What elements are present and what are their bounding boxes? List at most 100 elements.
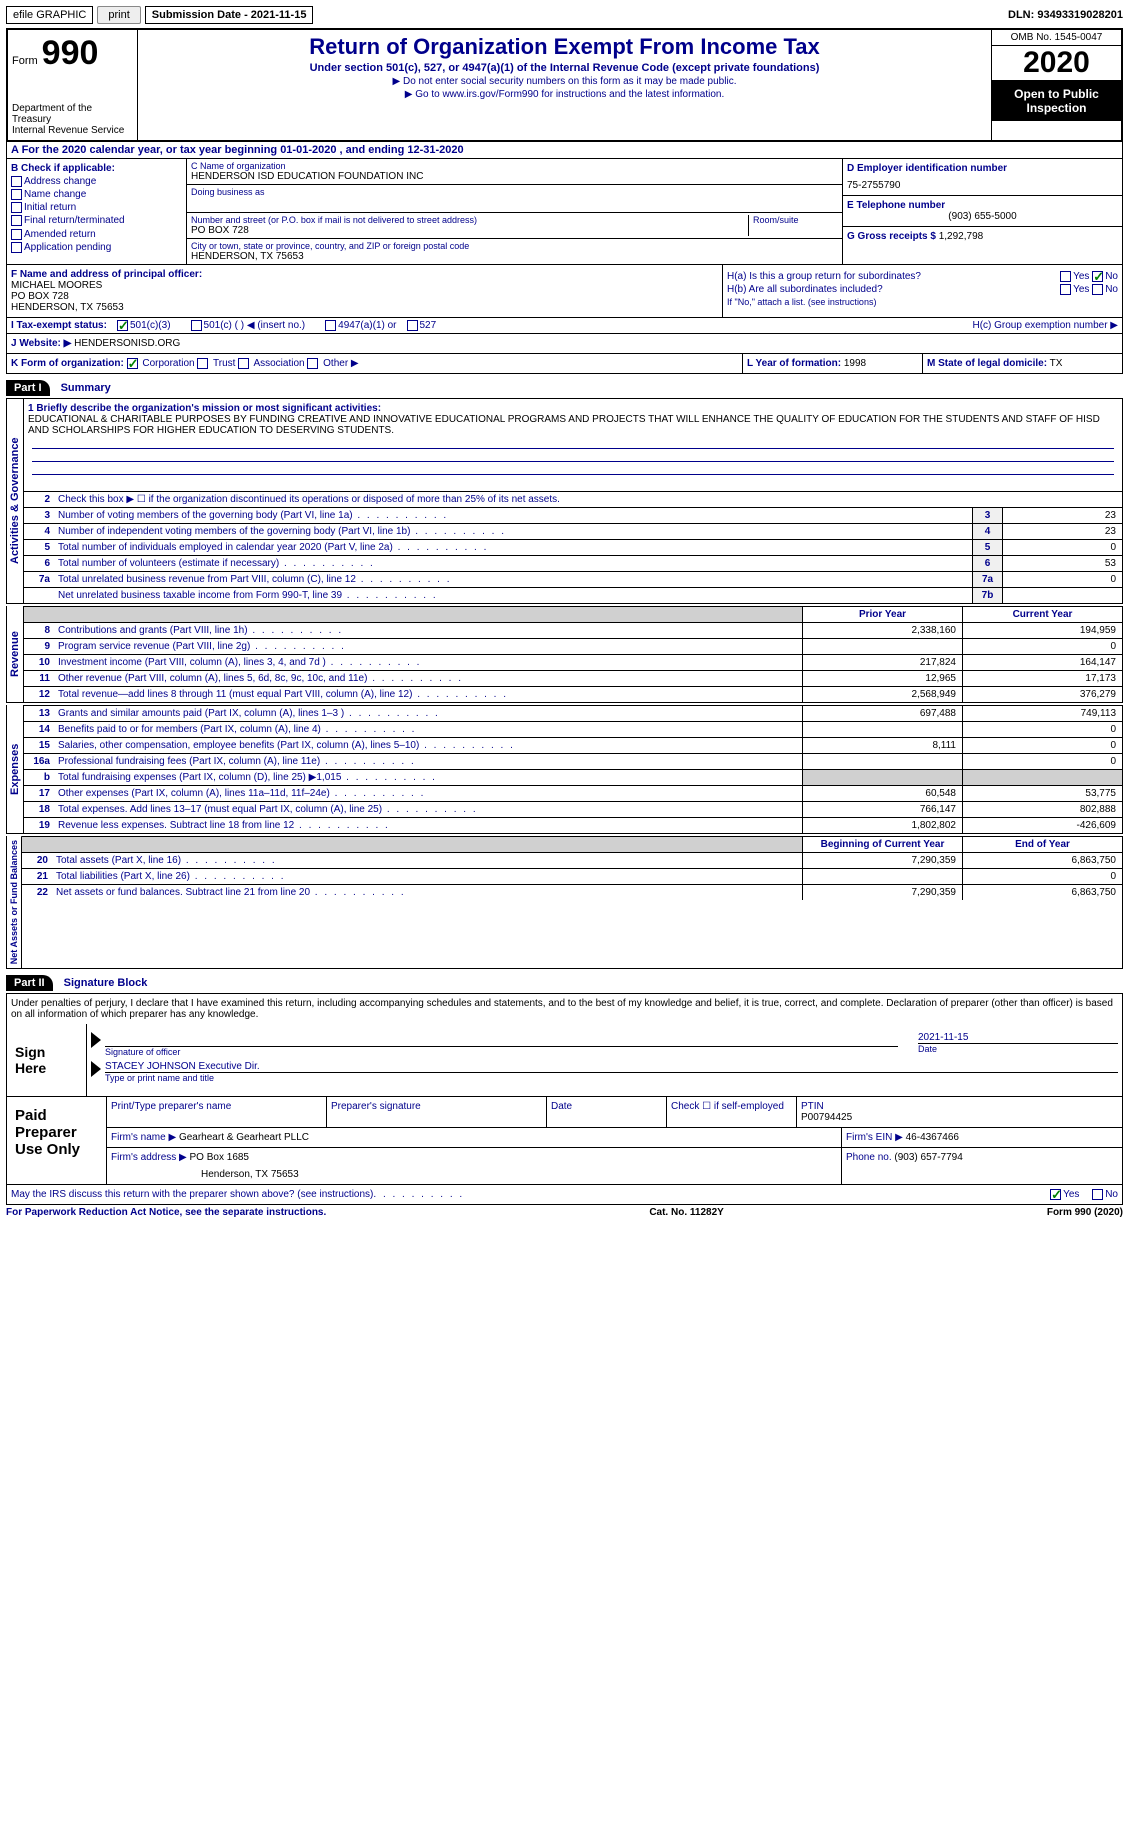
governance-label: Activities & Governance — [7, 399, 24, 603]
cb-501c[interactable] — [191, 320, 202, 331]
entity-info-grid: B Check if applicable: Address change Na… — [6, 159, 1123, 265]
cb-app-pending[interactable] — [11, 242, 22, 253]
summary-line: 4 Number of independent voting members o… — [24, 523, 1122, 539]
cb-4947[interactable] — [325, 320, 336, 331]
financial-line: 20 Total assets (Part X, line 16) 7,290,… — [22, 852, 1122, 868]
addr-label: Number and street (or P.O. box if mail i… — [191, 215, 748, 225]
hb-no[interactable] — [1092, 284, 1103, 295]
website-row: J Website: ▶ HENDERSONISD.ORG — [6, 334, 1123, 354]
cb-assoc[interactable] — [238, 358, 249, 369]
part2-header: Part II — [6, 975, 53, 991]
cb-527[interactable] — [407, 320, 418, 331]
page-footer: For Paperwork Reduction Act Notice, see … — [6, 1207, 1123, 1218]
financial-line: 11 Other revenue (Part VIII, column (A),… — [24, 670, 1122, 686]
dln-number: DLN: 93493319028201 — [1008, 9, 1123, 21]
ha-label: H(a) Is this a group return for subordin… — [727, 271, 921, 282]
mission-text: EDUCATIONAL & CHARITABLE PURPOSES BY FUN… — [28, 414, 1118, 436]
print-button[interactable]: print — [97, 6, 140, 24]
cb-trust[interactable] — [197, 358, 208, 369]
cb-final-return[interactable] — [11, 215, 22, 226]
firm-phone-label: Phone no. — [846, 1152, 892, 1163]
form-org-row: K Form of organization: Corporation Trus… — [6, 354, 1123, 374]
firm-ein-label: Firm's EIN ▶ — [846, 1132, 903, 1143]
state-domicile: TX — [1050, 358, 1063, 369]
expenses-label: Expenses — [7, 705, 24, 833]
expenses-box: Expenses 13 Grants and similar amounts p… — [6, 705, 1123, 834]
hb-yes[interactable] — [1060, 284, 1071, 295]
financial-line: 15 Salaries, other compensation, employe… — [24, 737, 1122, 753]
discuss-no[interactable] — [1092, 1189, 1103, 1200]
financial-line: b Total fundraising expenses (Part IX, c… — [24, 769, 1122, 785]
firm-phone: (903) 657-7794 — [894, 1152, 962, 1163]
city-label: City or town, state or province, country… — [191, 241, 838, 251]
cb-initial-return[interactable] — [11, 202, 22, 213]
firm-city: Henderson, TX 75653 — [201, 1169, 837, 1180]
tax-period: A For the 2020 calendar year, or tax yea… — [6, 142, 1123, 159]
revenue-box: Revenue Prior Year Current Year 8 Contri… — [6, 606, 1123, 703]
hb-label: H(b) Are all subordinates included? — [727, 284, 883, 295]
financial-line: 22 Net assets or fund balances. Subtract… — [22, 884, 1122, 900]
org-name-label: C Name of organization — [191, 161, 838, 171]
cb-corp[interactable] — [127, 358, 138, 369]
ha-no[interactable] — [1092, 271, 1103, 282]
phone-value: (903) 655-5000 — [847, 211, 1118, 222]
footer-formno: Form 990 (2020) — [1047, 1207, 1123, 1218]
officer-addr2: HENDERSON, TX 75653 — [11, 302, 718, 313]
cb-name-change[interactable] — [11, 189, 22, 200]
financial-line: 10 Investment income (Part VIII, column … — [24, 654, 1122, 670]
prep-date-label: Date — [547, 1097, 667, 1127]
top-bar: efile GRAPHIC print Submission Date - 20… — [6, 6, 1123, 24]
name-title-label: Type or print name and title — [105, 1072, 1118, 1083]
section-b-title: B Check if applicable: — [11, 163, 182, 174]
cb-501c3[interactable] — [117, 320, 128, 331]
officer-section: F Name and address of principal officer:… — [6, 265, 1123, 318]
ha-yes[interactable] — [1060, 271, 1071, 282]
netassets-box: Net Assets or Fund Balances Beginning of… — [6, 836, 1123, 969]
financial-line: 9 Program service revenue (Part VIII, li… — [24, 638, 1122, 654]
omb-number: OMB No. 1545-0047 — [992, 30, 1121, 46]
cb-address-change[interactable] — [11, 176, 22, 187]
tax-exempt-label: I Tax-exempt status: — [11, 320, 107, 331]
signature-block: Under penalties of perjury, I declare th… — [6, 993, 1123, 1185]
footer-catno: Cat. No. 11282Y — [326, 1207, 1047, 1218]
part2-title: Signature Block — [64, 977, 148, 989]
paid-preparer-label: Paid Preparer Use Only — [7, 1097, 107, 1184]
ptin-label: PTIN — [801, 1101, 1118, 1112]
financial-line: 18 Total expenses. Add lines 13–17 (must… — [24, 801, 1122, 817]
officer-label: F Name and address of principal officer: — [11, 269, 718, 280]
instr-no-ssn: ▶ Do not enter social security numbers o… — [142, 76, 987, 87]
cb-amended[interactable] — [11, 229, 22, 240]
arrow-icon — [91, 1061, 101, 1077]
gross-value: 1,292,798 — [939, 231, 984, 242]
arrow-icon — [91, 1032, 101, 1048]
current-year-header: Current Year — [962, 607, 1122, 622]
hc-label: H(c) Group exemption number ▶ — [972, 320, 1118, 331]
dba-label: Doing business as — [191, 187, 838, 197]
prior-year-header: Prior Year — [802, 607, 962, 622]
sig-date-value: 2021-11-15 — [918, 1032, 1118, 1043]
submission-date: Submission Date - 2021-11-15 — [145, 6, 314, 24]
officer-name-title: STACEY JOHNSON Executive Dir. — [105, 1061, 1118, 1072]
financial-line: 19 Revenue less expenses. Subtract line … — [24, 817, 1122, 833]
discuss-label: May the IRS discuss this return with the… — [11, 1189, 373, 1200]
ein-value: 75-2755790 — [847, 180, 1118, 191]
website-label: J Website: ▶ — [11, 338, 71, 349]
part1-box: Activities & Governance 1 Briefly descri… — [6, 398, 1123, 604]
eoy-header: End of Year — [962, 837, 1122, 852]
tax-exempt-row: I Tax-exempt status: 501(c)(3) 501(c) ( … — [6, 318, 1123, 334]
financial-line: 16a Professional fundraising fees (Part … — [24, 753, 1122, 769]
firm-addr-label: Firm's address ▶ — [111, 1152, 187, 1163]
instr-goto: ▶ Go to www.irs.gov/Form990 for instruct… — [142, 89, 987, 100]
cb-other[interactable] — [307, 358, 318, 369]
financial-line: 21 Total liabilities (Part X, line 26) 0 — [22, 868, 1122, 884]
summary-line: 5 Total number of individuals employed i… — [24, 539, 1122, 555]
form-title: Return of Organization Exempt From Incom… — [142, 34, 987, 60]
discuss-yes[interactable] — [1050, 1189, 1061, 1200]
year-formation: 1998 — [844, 358, 866, 369]
officer-addr1: PO BOX 728 — [11, 291, 718, 302]
summary-line: 6 Total number of volunteers (estimate i… — [24, 555, 1122, 571]
sig-officer-label: Signature of officer — [105, 1046, 898, 1057]
efile-label: efile GRAPHIC — [6, 6, 93, 24]
firm-name-label: Firm's name ▶ — [111, 1132, 176, 1143]
financial-line: 14 Benefits paid to or for members (Part… — [24, 721, 1122, 737]
